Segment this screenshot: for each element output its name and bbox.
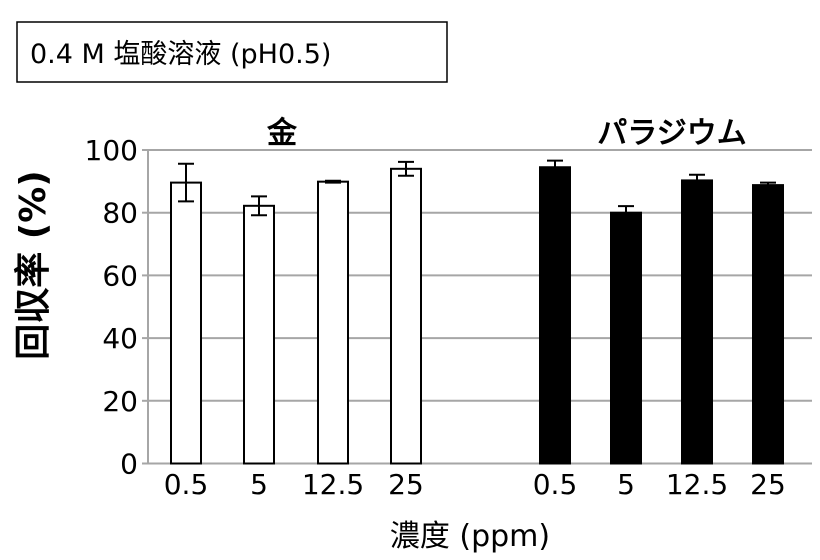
error-bar — [689, 173, 705, 188]
y-tick-label: 40 — [102, 322, 138, 355]
title-box — [16, 21, 448, 83]
group-label-palladium: パラジウム — [597, 116, 746, 151]
x-tick-label: 5 — [617, 468, 635, 501]
bar — [170, 181, 202, 465]
x-tick-label: 25 — [388, 468, 424, 501]
error-bar — [325, 179, 341, 184]
chart-title: 0.4 M 塩酸溶液 (pH0.5) — [30, 39, 331, 70]
error-bar — [398, 160, 414, 177]
bar — [610, 211, 642, 465]
error-bar — [547, 159, 563, 175]
bar — [539, 166, 571, 465]
x-tick-label: 5 — [250, 468, 268, 501]
bar — [390, 167, 422, 465]
bar — [243, 204, 275, 465]
x-tick-label: 0.5 — [164, 468, 209, 501]
x-axis-label: 濃度 (ppm) — [390, 519, 550, 554]
y-tick-label: 20 — [102, 385, 138, 418]
bar — [752, 184, 784, 465]
x-tick-label: 0.5 — [533, 468, 578, 501]
bar — [317, 180, 349, 465]
x-tick-label: 12.5 — [302, 468, 364, 501]
error-bar — [760, 181, 776, 189]
error-bar — [618, 205, 634, 221]
x-tick-label: 25 — [750, 468, 786, 501]
bar — [681, 179, 713, 465]
error-bar — [178, 162, 194, 203]
error-bar — [251, 195, 267, 217]
y-tick-label: 100 — [85, 134, 138, 167]
y-axis-label: 回収率 (%) — [13, 170, 54, 360]
y-tick-label: 60 — [102, 259, 138, 292]
y-tick-label: 0 — [120, 448, 138, 481]
x-tick-label: 12.5 — [666, 468, 728, 501]
y-tick-label: 80 — [102, 197, 138, 230]
group-label-gold: 金 — [266, 116, 298, 151]
